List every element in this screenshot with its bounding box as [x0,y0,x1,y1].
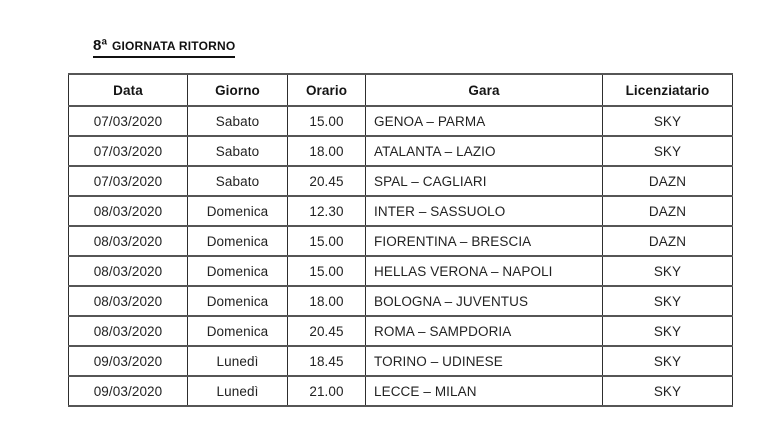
table-row: 07/03/2020 Sabato 15.00 GENOA – PARMA SK… [68,105,733,137]
table-row: 09/03/2020 Lunedì 18.45 TORINO – UDINESE… [68,345,733,377]
cell-gara: ATALANTA – LAZIO [365,135,603,167]
cell-gara: LECCE – MILAN [365,375,603,407]
cell-gara: TORINO – UDINESE [365,345,603,377]
cell-giorno: Domenica [187,225,288,257]
cell-giorno: Sabato [187,105,288,137]
table-row: 08/03/2020 Domenica 18.00 BOLOGNA – JUVE… [68,285,733,317]
cell-data: 08/03/2020 [68,285,188,317]
cell-giorno: Sabato [187,165,288,197]
cell-orario: 15.00 [287,255,366,287]
table-row: 08/03/2020 Domenica 20.45 ROMA – SAMPDOR… [68,315,733,347]
cell-orario: 18.00 [287,135,366,167]
table-header-row: Data Giorno Orario Gara Licenziatario [68,73,733,107]
column-header-data: Data [68,73,188,107]
cell-orario: 18.00 [287,285,366,317]
column-header-gara: Gara [365,73,603,107]
cell-licenziatario: DAZN [602,165,733,197]
cell-giorno: Domenica [187,315,288,347]
cell-giorno: Lunedì [187,345,288,377]
cell-gara: SPAL – CAGLIARI [365,165,603,197]
cell-licenziatario: SKY [602,285,733,317]
cell-licenziatario: SKY [602,135,733,167]
cell-giorno: Domenica [187,195,288,227]
cell-gara: ROMA – SAMPDORIA [365,315,603,347]
cell-gara: HELLAS VERONA – NAPOLI [365,255,603,287]
cell-gara: BOLOGNA – JUVENTUS [365,285,603,317]
cell-licenziatario: SKY [602,375,733,407]
cell-orario: 15.00 [287,105,366,137]
cell-gara: INTER – SASSUOLO [365,195,603,227]
match-schedule-table: Data Giorno Orario Gara Licenziatario 07… [68,73,733,407]
cell-gara: GENOA – PARMA [365,105,603,137]
cell-data: 07/03/2020 [68,165,188,197]
cell-licenziatario: SKY [602,255,733,287]
column-header-giorno: Giorno [187,73,288,107]
page-title: 8ª GIORNATA RITORNO [93,37,236,58]
cell-data: 07/03/2020 [68,105,188,137]
cell-giorno: Lunedì [187,375,288,407]
cell-giorno: Sabato [187,135,288,167]
cell-orario: 15.00 [287,225,366,257]
table-row: 08/03/2020 Domenica 15.00 FIORENTINA – B… [68,225,733,257]
cell-licenziatario: SKY [602,105,733,137]
table-row: 07/03/2020 Sabato 18.00 ATALANTA – LAZIO… [68,135,733,167]
cell-gara: FIORENTINA – BRESCIA [365,225,603,257]
cell-data: 08/03/2020 [68,315,188,347]
cell-data: 09/03/2020 [68,345,188,377]
matchday-label: GIORNATA RITORNO [111,39,236,53]
cell-giorno: Domenica [187,255,288,287]
cell-data: 07/03/2020 [68,135,188,167]
table-row: 07/03/2020 Sabato 20.45 SPAL – CAGLIARI … [68,165,733,197]
cell-licenziatario: SKY [602,345,733,377]
cell-giorno: Domenica [187,285,288,317]
cell-data: 08/03/2020 [68,255,188,287]
cell-licenziatario: DAZN [602,225,733,257]
column-header-orario: Orario [287,73,366,107]
matchday-number: 8ª [93,37,108,54]
cell-data: 09/03/2020 [68,375,188,407]
cell-orario: 20.45 [287,315,366,347]
cell-licenziatario: SKY [602,315,733,347]
column-header-licenziatario: Licenziatario [602,73,733,107]
cell-data: 08/03/2020 [68,225,188,257]
table-row: 08/03/2020 Domenica 12.30 INTER – SASSUO… [68,195,733,227]
cell-orario: 20.45 [287,165,366,197]
table-row: 08/03/2020 Domenica 15.00 HELLAS VERONA … [68,255,733,287]
cell-orario: 21.00 [287,375,366,407]
table-row: 09/03/2020 Lunedì 21.00 LECCE – MILAN SK… [68,375,733,407]
cell-licenziatario: DAZN [602,195,733,227]
cell-data: 08/03/2020 [68,195,188,227]
cell-orario: 18.45 [287,345,366,377]
cell-orario: 12.30 [287,195,366,227]
